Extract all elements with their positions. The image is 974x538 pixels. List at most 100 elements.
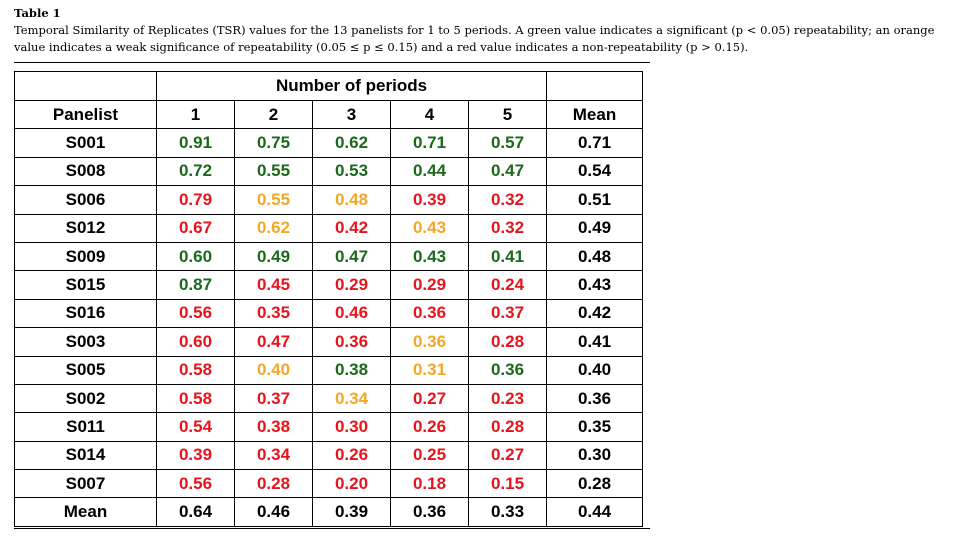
tsr-value-cell: 0.32 (468, 213, 547, 243)
table-row: S015 0.87 0.45 0.29 0.29 0.24 0.43 (14, 270, 643, 300)
tsr-value-cell: 0.28 (234, 469, 313, 499)
panelist-cell: S006 (14, 185, 157, 215)
tsr-value-cell: 0.62 (312, 128, 391, 158)
row-mean-cell: 0.42 (546, 298, 643, 329)
table-row: S011 0.54 0.38 0.30 0.26 0.28 0.35 (14, 412, 643, 442)
panelist-cell: S007 (14, 469, 157, 499)
column-header-row: Panelist 1 2 3 4 5 Mean (14, 99, 643, 130)
overall-mean-cell: 0.44 (546, 497, 643, 527)
tsr-value-cell: 0.18 (390, 469, 469, 499)
tsr-value-cell: 0.42 (312, 213, 391, 243)
tsr-value-cell: 0.37 (234, 383, 313, 414)
table-row: S005 0.58 0.40 0.38 0.31 0.36 0.40 (14, 355, 643, 385)
row-mean-cell: 0.49 (546, 213, 643, 243)
tsr-value-cell: 0.47 (468, 156, 547, 187)
tsr-value-cell: 0.56 (156, 469, 235, 499)
tsr-value-cell: 0.31 (390, 355, 469, 385)
tsr-value-cell: 0.56 (156, 298, 235, 329)
caption-rule (14, 62, 650, 63)
tsr-value-cell: 0.62 (234, 213, 313, 243)
tsr-value-cell: 0.26 (312, 440, 391, 471)
panelist-cell: S001 (14, 128, 157, 158)
tsr-value-cell: 0.45 (234, 270, 313, 300)
tsr-value-cell: 0.25 (390, 440, 469, 471)
table-row: S002 0.58 0.37 0.34 0.27 0.23 0.36 (14, 383, 643, 414)
row-mean-cell: 0.71 (546, 128, 643, 158)
group-header-row: Number of periods (14, 71, 643, 101)
tsr-value-cell: 0.36 (468, 355, 547, 385)
table-label: Table 1 (14, 6, 61, 20)
panelist-cell: S011 (14, 412, 157, 442)
mean-footer-row: Mean 0.64 0.46 0.39 0.36 0.33 0.44 (14, 497, 643, 527)
row-mean-cell: 0.51 (546, 185, 643, 215)
tsr-value-cell: 0.55 (234, 185, 313, 215)
row-mean-cell: 0.36 (546, 383, 643, 414)
tsr-value-cell: 0.71 (390, 128, 469, 158)
tsr-value-cell: 0.60 (156, 241, 235, 272)
panelist-cell: S002 (14, 383, 157, 414)
panelist-cell: S015 (14, 270, 157, 300)
tsr-table: Number of periods Panelist 1 2 3 4 5 Mea… (14, 71, 643, 527)
table-caption: Table 1 Temporal Similarity of Replicate… (14, 5, 969, 56)
tsr-value-cell: 0.35 (234, 298, 313, 329)
tsr-value-cell: 0.46 (312, 298, 391, 329)
table-body: Number of periods Panelist 1 2 3 4 5 Mea… (14, 71, 643, 527)
tsr-value-cell: 0.58 (156, 383, 235, 414)
tsr-value-cell: 0.28 (468, 327, 547, 357)
tsr-value-cell: 0.27 (468, 440, 547, 471)
tsr-value-cell: 0.72 (156, 156, 235, 187)
tsr-value-cell: 0.38 (234, 412, 313, 442)
header-panelist: Panelist (14, 99, 157, 130)
row-mean-cell: 0.43 (546, 270, 643, 300)
tsr-value-cell: 0.41 (468, 241, 547, 272)
tsr-value-cell: 0.58 (156, 355, 235, 385)
column-mean-cell: 0.33 (468, 497, 547, 527)
tsr-value-cell: 0.34 (312, 383, 391, 414)
header-period-4: 4 (390, 99, 469, 130)
panelist-cell: S003 (14, 327, 157, 357)
column-mean-cell: 0.39 (312, 497, 391, 527)
tsr-value-cell: 0.91 (156, 128, 235, 158)
table-bottom-rule (14, 528, 650, 529)
header-mean: Mean (546, 99, 643, 130)
tsr-value-cell: 0.37 (468, 298, 547, 329)
row-mean-cell: 0.35 (546, 412, 643, 442)
table-row: S012 0.67 0.62 0.42 0.43 0.32 0.49 (14, 213, 643, 243)
tsr-value-cell: 0.57 (468, 128, 547, 158)
row-mean-cell: 0.54 (546, 156, 643, 187)
panelist-cell: S016 (14, 298, 157, 329)
table-row: S001 0.91 0.75 0.62 0.71 0.57 0.71 (14, 128, 643, 158)
empty-corner-cell (546, 71, 643, 101)
panelist-cell: S005 (14, 355, 157, 385)
header-period-2: 2 (234, 99, 313, 130)
tsr-value-cell: 0.30 (312, 412, 391, 442)
tsr-value-cell: 0.48 (312, 185, 391, 215)
tsr-value-cell: 0.28 (468, 412, 547, 442)
tsr-value-cell: 0.49 (234, 241, 313, 272)
column-mean-cell: 0.36 (390, 497, 469, 527)
tsr-value-cell: 0.67 (156, 213, 235, 243)
table-row: S016 0.56 0.35 0.46 0.36 0.37 0.42 (14, 298, 643, 329)
table-row: S009 0.60 0.49 0.47 0.43 0.41 0.48 (14, 241, 643, 272)
tsr-value-cell: 0.60 (156, 327, 235, 357)
tsr-value-cell: 0.24 (468, 270, 547, 300)
header-period-3: 3 (312, 99, 391, 130)
tsr-value-cell: 0.87 (156, 270, 235, 300)
tsr-value-cell: 0.20 (312, 469, 391, 499)
tsr-value-cell: 0.32 (468, 185, 547, 215)
panelist-cell: S009 (14, 241, 157, 272)
table-row: S008 0.72 0.55 0.53 0.44 0.47 0.54 (14, 156, 643, 187)
empty-corner-cell (14, 71, 157, 101)
tsr-value-cell: 0.36 (312, 327, 391, 357)
header-period-5: 5 (468, 99, 547, 130)
tsr-value-cell: 0.36 (390, 298, 469, 329)
tsr-value-cell: 0.40 (234, 355, 313, 385)
row-mean-cell: 0.30 (546, 440, 643, 471)
tsr-value-cell: 0.29 (390, 270, 469, 300)
tsr-value-cell: 0.15 (468, 469, 547, 499)
table-row: S006 0.79 0.55 0.48 0.39 0.32 0.51 (14, 185, 643, 215)
row-mean-cell: 0.41 (546, 327, 643, 357)
tsr-value-cell: 0.39 (390, 185, 469, 215)
tsr-value-cell: 0.43 (390, 213, 469, 243)
panelist-cell: S014 (14, 440, 157, 471)
